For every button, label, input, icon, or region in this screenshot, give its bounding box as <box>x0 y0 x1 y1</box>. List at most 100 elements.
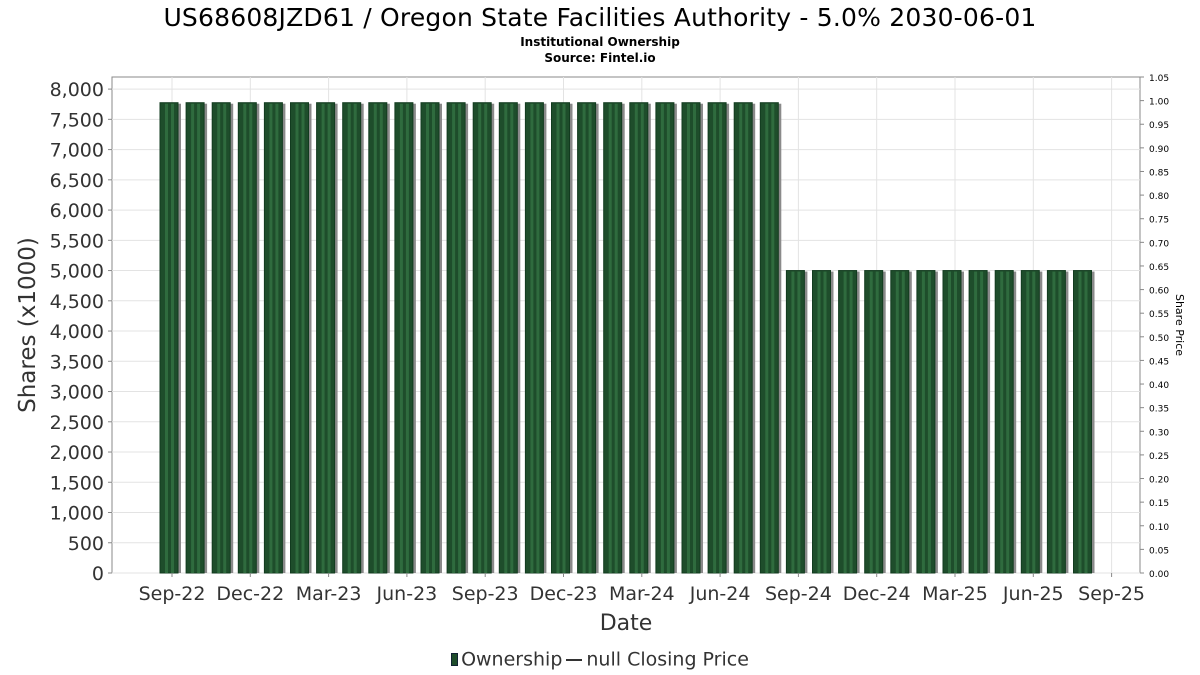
x-tick-label: Mar-23 <box>296 583 362 605</box>
y2-tick-label: 0.30 <box>1149 428 1169 438</box>
y-tick-label: 3,000 <box>50 382 104 404</box>
bar-highlight <box>1006 271 1010 573</box>
ownership-bar <box>681 102 701 574</box>
x-tick-label: Jun-23 <box>376 583 438 605</box>
y2-tick-label: 0.80 <box>1149 192 1169 202</box>
bar-highlight <box>197 103 201 574</box>
price-legend-label: null Closing Price <box>586 648 749 671</box>
ownership-bar <box>524 102 544 574</box>
x-axis-label: Date <box>600 611 653 636</box>
y2-axis-label: Share Price <box>1173 294 1186 356</box>
ownership-bar <box>577 102 597 574</box>
bar-highlight <box>275 103 279 574</box>
bar-highlight <box>640 103 644 574</box>
y-tick-label: 3,500 <box>50 351 104 373</box>
bar-highlight <box>504 103 508 574</box>
y2-tick-label: 0.20 <box>1149 476 1169 486</box>
bar-highlight <box>1000 271 1004 573</box>
ownership-bar <box>655 102 675 574</box>
bar-highlight <box>295 103 299 574</box>
bar-highlight <box>165 103 168 574</box>
ownership-legend-swatch <box>451 653 459 666</box>
y-tick-label: 0 <box>92 563 104 585</box>
bar-highlight <box>269 103 273 574</box>
y-tick-label: 6,500 <box>50 170 104 192</box>
bar-highlight <box>562 103 566 574</box>
bar-highlight <box>458 103 462 574</box>
bar-highlight <box>556 103 560 574</box>
ownership-bar <box>1073 270 1092 574</box>
bar-highlight <box>405 103 409 574</box>
bar-highlight <box>660 103 664 574</box>
y-tick-label: 5,000 <box>50 261 104 283</box>
x-tick-label: Dec-23 <box>530 583 598 605</box>
chart-subtitle: Institutional Ownership <box>520 35 680 49</box>
bar-highlight <box>223 103 227 574</box>
y2-tick-label: 0.60 <box>1149 287 1169 297</box>
ownership-bar <box>916 270 936 574</box>
bar-highlight <box>791 271 795 573</box>
y2-tick-label: 1.00 <box>1149 98 1169 108</box>
ownership-bar <box>994 270 1014 574</box>
y2-tick-label: 0.15 <box>1149 499 1169 509</box>
ownership-bar <box>838 270 858 574</box>
bar-highlight <box>588 103 592 574</box>
bar-highlight <box>719 103 723 574</box>
bar-highlight <box>693 103 696 574</box>
y2-tick-label: 0.35 <box>1149 405 1169 415</box>
y2-tick-label: 0.70 <box>1149 239 1169 249</box>
bar-highlight <box>301 103 305 574</box>
y-tick-label: 6,000 <box>50 200 104 222</box>
ownership-bar <box>1020 270 1040 574</box>
y2-tick-label: 0.05 <box>1149 546 1169 556</box>
bar-highlight <box>347 103 351 574</box>
bar-highlight <box>608 103 612 574</box>
ownership-bar <box>472 102 492 574</box>
ownership-bar <box>551 102 570 574</box>
ownership-bar <box>237 102 257 574</box>
ownership-bar <box>498 102 518 574</box>
bar-highlight <box>452 103 456 574</box>
bar-highlight <box>1052 271 1056 573</box>
ownership-bar <box>420 102 440 574</box>
bar-highlight <box>217 103 221 574</box>
bar-highlight <box>582 103 586 574</box>
x-tick-label: Mar-24 <box>609 583 675 605</box>
ownership-bar <box>942 270 962 574</box>
ownership-bar <box>446 102 466 574</box>
x-tick-label: Sep-22 <box>139 583 206 605</box>
bar-highlight <box>817 271 821 573</box>
ownership-bar <box>890 270 910 574</box>
ownership-bar <box>864 270 884 574</box>
ownership-bar <box>785 270 805 574</box>
x-tick-label: Sep-24 <box>765 583 832 605</box>
bar-highlight <box>980 271 984 573</box>
bar-highlight <box>373 103 377 574</box>
bar-highlight <box>399 103 403 574</box>
bar-highlight <box>478 103 482 574</box>
bar-highlight <box>843 271 847 573</box>
bar-highlight <box>765 103 769 574</box>
bar-highlight <box>536 103 540 574</box>
bar-highlight <box>321 103 325 574</box>
y-tick-label: 7,000 <box>50 140 104 162</box>
bar-highlight <box>901 271 905 573</box>
bar-highlight <box>771 103 775 574</box>
x-tick-label: Mar-25 <box>922 583 988 605</box>
ownership-bar <box>968 270 988 574</box>
bar-highlight <box>927 271 931 573</box>
y-tick-label: 4,500 <box>50 291 104 313</box>
x-tick-label: Jun-25 <box>1002 583 1064 605</box>
ownership-bar <box>707 102 727 574</box>
bar-highlight <box>1084 271 1088 573</box>
bar-highlight <box>353 103 357 574</box>
y-tick-label: 2,500 <box>50 412 104 434</box>
bar-highlight <box>869 271 873 573</box>
ownership-bar <box>290 102 309 574</box>
y-tick-label: 8,000 <box>50 79 104 101</box>
ownership-bar <box>159 102 179 574</box>
bar-highlight <box>426 103 429 574</box>
bar-highlight <box>875 271 879 573</box>
y-tick-label: 1,500 <box>50 472 104 494</box>
